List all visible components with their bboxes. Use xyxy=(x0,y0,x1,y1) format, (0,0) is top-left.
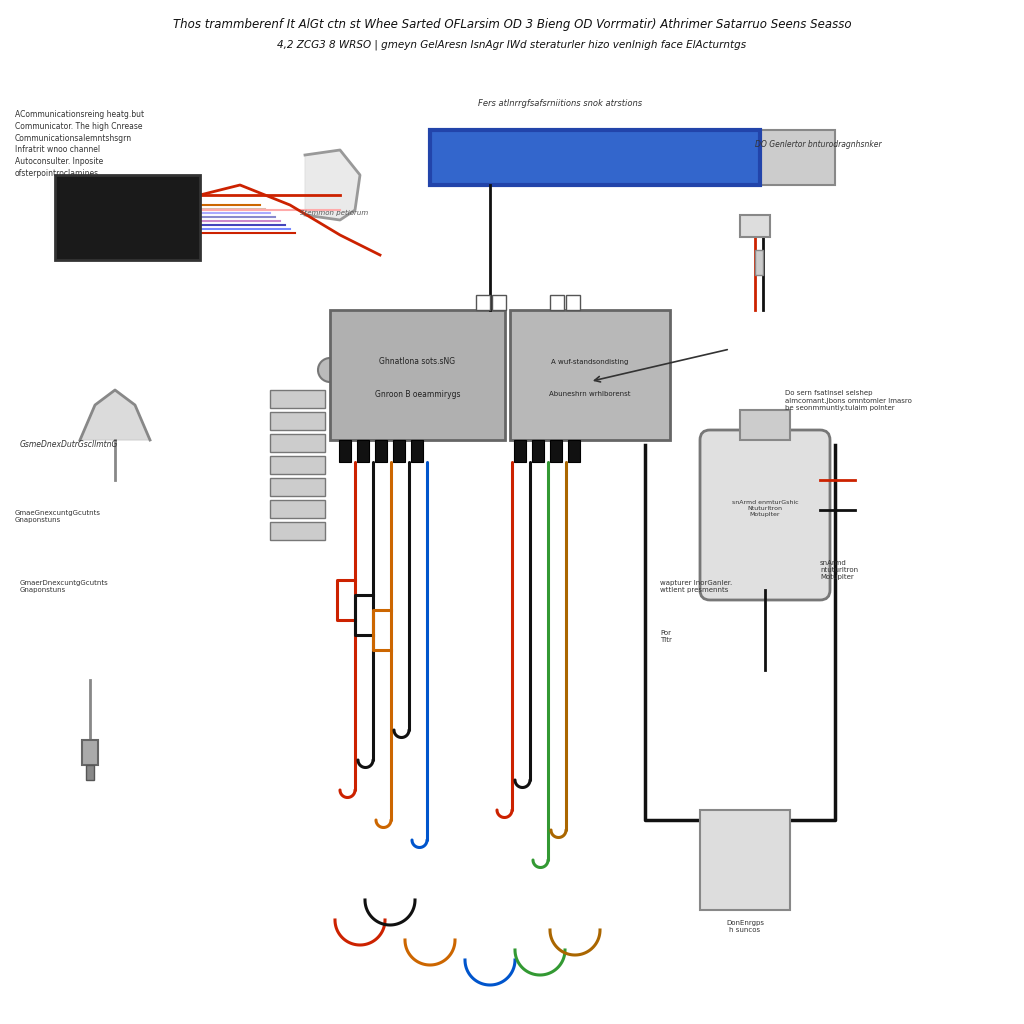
Bar xyxy=(339,440,351,462)
Text: 4,2 ZCG3 8 WRSO | gmeyn GelAresn IsnAgr IWd steraturler hizo venlnigh face ElAct: 4,2 ZCG3 8 WRSO | gmeyn GelAresn IsnAgr … xyxy=(278,40,746,50)
Bar xyxy=(270,434,325,452)
Bar xyxy=(550,295,564,310)
Text: Por
Tltr: Por Tltr xyxy=(660,630,672,643)
Text: Stemmon petiorum: Stemmon petiorum xyxy=(300,210,369,216)
Bar xyxy=(566,295,580,310)
Circle shape xyxy=(318,358,342,382)
Bar xyxy=(740,410,790,440)
Text: GmaerDnexcuntgGcutnts
Gnaponstuns: GmaerDnexcuntgGcutnts Gnaponstuns xyxy=(20,580,109,593)
Bar xyxy=(430,130,760,185)
Bar xyxy=(270,412,325,430)
Text: GsmeDnexDutrGscllmtnG: GsmeDnexDutrGscllmtnG xyxy=(20,440,119,449)
Text: Do sern fsatlnsel selshep
almcomant.Jbons omntomler lmasro
be seonmmuntiy.tulaim: Do sern fsatlnsel selshep almcomant.Jbon… xyxy=(785,390,912,411)
Bar xyxy=(270,456,325,474)
Text: wapturer InorGanler.
wttlent presmennts: wapturer InorGanler. wttlent presmennts xyxy=(660,580,732,593)
Text: Fers atlnrrgfsafsrniitions snok atrstions: Fers atlnrrgfsafsrniitions snok atrstion… xyxy=(478,99,642,108)
Text: snArmd
ntuturltron
Motuplter: snArmd ntuturltron Motuplter xyxy=(820,560,858,580)
Bar xyxy=(492,295,506,310)
Bar xyxy=(755,250,763,275)
Polygon shape xyxy=(305,150,360,220)
Bar xyxy=(760,130,835,185)
Bar xyxy=(476,295,490,310)
Bar xyxy=(330,310,505,440)
Bar xyxy=(568,440,580,462)
Text: Abuneshrn wrhlborenst: Abuneshrn wrhlborenst xyxy=(549,391,631,397)
Bar xyxy=(514,440,526,462)
Bar xyxy=(700,810,790,910)
Bar xyxy=(740,215,770,237)
Bar xyxy=(550,440,562,462)
Bar xyxy=(270,478,325,496)
Text: GmaeGnexcuntgGcutnts
Gnaponstuns: GmaeGnexcuntgGcutnts Gnaponstuns xyxy=(15,510,101,523)
Bar xyxy=(270,390,325,408)
Bar xyxy=(510,310,670,440)
Bar xyxy=(270,500,325,518)
Text: DO Genlertor bnturodragnhsnker: DO Genlertor bnturodragnhsnker xyxy=(755,140,882,150)
Text: Thos trammberenf It AlGt ctn st Whee Sarted OFLarsim OD 3 Bieng OD Vorrmatir) At: Thos trammberenf It AlGt ctn st Whee Sar… xyxy=(173,18,851,31)
Bar xyxy=(532,440,544,462)
Text: Gnroon B oeammirygs: Gnroon B oeammirygs xyxy=(375,390,460,399)
Bar xyxy=(270,522,325,540)
Bar xyxy=(393,440,406,462)
Bar xyxy=(411,440,423,462)
Polygon shape xyxy=(80,390,150,440)
Bar xyxy=(86,765,94,780)
Text: DonEnrgps
h suncos: DonEnrgps h suncos xyxy=(726,920,764,933)
FancyBboxPatch shape xyxy=(700,430,830,600)
Bar xyxy=(375,440,387,462)
Text: snArmd enmturGshic
Ntuturltron
Motuplter: snArmd enmturGshic Ntuturltron Motuplter xyxy=(732,500,799,516)
Bar xyxy=(55,175,200,260)
Text: Ghnatlona sots.sNG: Ghnatlona sots.sNG xyxy=(380,357,456,367)
Text: ACommunicationsreing heatg.but
Communicator. The high Cnrease
Communicationsalem: ACommunicationsreing heatg.but Communica… xyxy=(15,110,144,178)
Text: A wuf-standsondisting: A wuf-standsondisting xyxy=(551,359,629,365)
Bar xyxy=(82,740,98,765)
Bar xyxy=(357,440,369,462)
